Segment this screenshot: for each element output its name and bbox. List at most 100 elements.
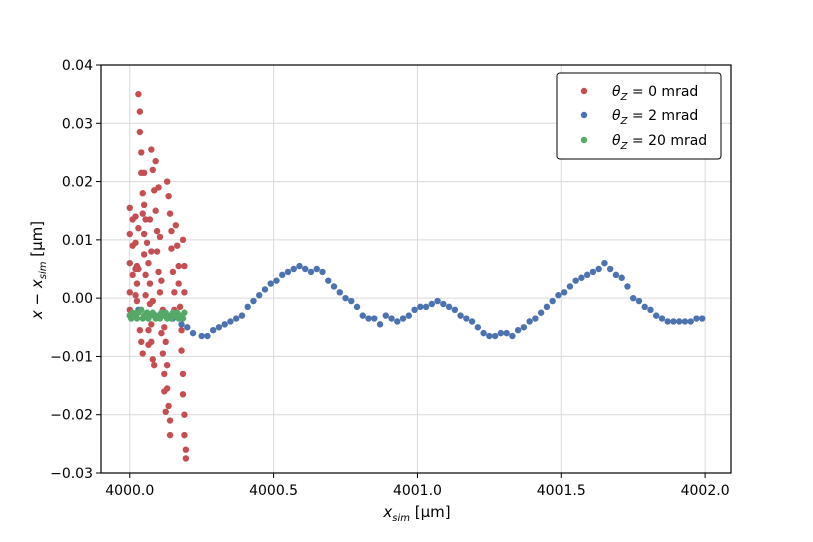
data-point (302, 265, 309, 273)
data-point (135, 90, 142, 98)
x-tick-label: 4002.0 (681, 483, 730, 499)
data-point (182, 455, 190, 462)
data-point (693, 315, 700, 322)
data-point (296, 262, 303, 270)
data-point (140, 251, 148, 258)
plot-frame (100, 64, 732, 474)
legend-marker-1 (580, 111, 588, 119)
data-point (156, 289, 164, 296)
data-point (179, 315, 187, 322)
data-point (175, 262, 182, 270)
data-point (687, 318, 694, 325)
data-point (664, 318, 671, 325)
data-point (163, 361, 171, 369)
data-point (161, 370, 168, 378)
data-point (313, 265, 320, 273)
data-point (179, 370, 187, 378)
data-point (181, 431, 188, 439)
data-point (174, 309, 181, 316)
data-point (405, 312, 413, 319)
data-point (132, 213, 139, 220)
data-point (290, 265, 297, 273)
data-point (129, 271, 136, 279)
data-point (635, 297, 643, 305)
data-point (509, 332, 516, 340)
data-point (138, 338, 145, 346)
data-point (699, 315, 706, 322)
data-point (256, 292, 263, 299)
data-point (158, 329, 165, 337)
data-point (169, 268, 177, 276)
legend-marker-2 (580, 136, 588, 144)
data-point (221, 321, 228, 328)
y-tick-label: 0.02 (62, 175, 93, 191)
data-point (136, 128, 144, 136)
legend-marker-0 (580, 87, 588, 95)
data-point (560, 289, 568, 296)
data-point (676, 318, 683, 325)
data-point (166, 431, 174, 439)
data-point (166, 417, 174, 424)
data-point (250, 297, 257, 305)
data-point (307, 268, 315, 276)
data-point (624, 283, 631, 290)
data-point (179, 236, 187, 244)
data-point (165, 192, 172, 200)
data-point (148, 338, 155, 346)
legend-item-1: θZ = 2 mrad (580, 108, 698, 127)
data-point (440, 300, 447, 308)
legend-label-1: θZ = 2 mrad (612, 108, 698, 127)
data-point (457, 312, 464, 319)
y-tick-label: −0.02 (50, 408, 93, 424)
data-point (417, 303, 424, 311)
data-point (133, 297, 141, 305)
data-point (138, 149, 145, 156)
data-point (163, 178, 171, 185)
data-point (148, 321, 155, 328)
data-point (172, 222, 179, 229)
data-points (126, 90, 706, 462)
data-point (491, 332, 499, 340)
data-point (520, 324, 528, 331)
series-0 (126, 90, 190, 462)
data-point (422, 303, 430, 311)
data-point (526, 318, 533, 325)
data-point (445, 303, 453, 311)
data-point (215, 324, 223, 331)
data-point (658, 315, 666, 322)
data-point (181, 289, 188, 296)
data-point (149, 297, 156, 305)
data-point (497, 329, 505, 337)
data-point (156, 315, 164, 322)
data-point (142, 271, 149, 279)
data-point (647, 306, 654, 313)
data-point (463, 315, 470, 322)
data-point (149, 356, 156, 363)
data-point (151, 361, 158, 369)
y-tick-label: −0.03 (50, 466, 93, 482)
data-point (233, 315, 240, 322)
data-point (244, 303, 251, 311)
data-point (168, 315, 175, 322)
data-point (174, 242, 181, 249)
data-point (336, 289, 343, 296)
data-point (549, 297, 556, 305)
data-point (267, 280, 274, 287)
y-tick-label: 0.01 (62, 233, 93, 249)
data-point (146, 280, 154, 287)
data-point (399, 315, 407, 322)
data-point (148, 146, 155, 153)
data-point (601, 259, 608, 267)
data-point (641, 303, 648, 311)
data-point (330, 283, 338, 290)
data-point (128, 315, 135, 322)
data-point (503, 329, 510, 337)
data-point (284, 268, 292, 276)
data-point (480, 329, 487, 337)
data-point (434, 297, 441, 305)
data-point (411, 306, 418, 313)
x-tick-label: 4000.5 (249, 483, 298, 499)
x-axis-label: xsim [μm] (382, 503, 450, 524)
x-axis-ticks: 4000.0 4000.5 4001.0 4001.5 4002.0 (105, 473, 730, 499)
data-point (139, 350, 146, 357)
